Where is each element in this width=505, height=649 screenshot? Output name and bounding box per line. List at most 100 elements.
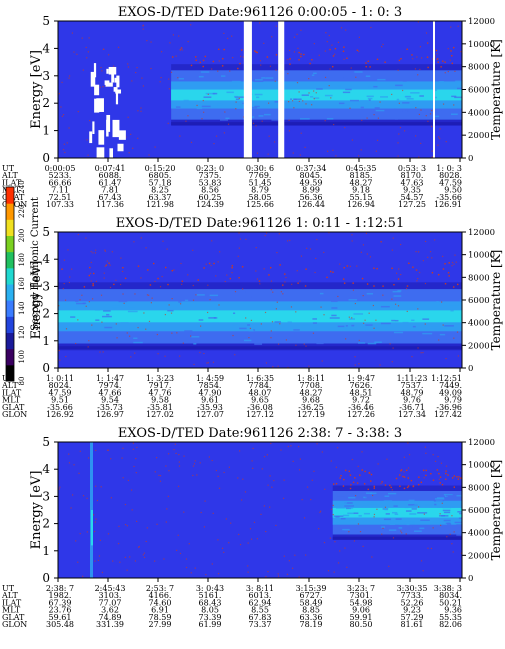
band-texture bbox=[129, 328, 135, 330]
noise-speckle bbox=[127, 479, 129, 482]
noise-speckle bbox=[85, 46, 87, 49]
band-texture bbox=[327, 337, 332, 340]
table-cell: 1: 8:11 bbox=[297, 374, 325, 383]
noise-speckle bbox=[267, 570, 269, 573]
noise-speckle bbox=[329, 68, 331, 70]
noise-speckle bbox=[313, 43, 315, 45]
band-texture bbox=[344, 505, 354, 507]
table-cell: 0:37:34 bbox=[296, 164, 327, 173]
table-cell: 1: 6:35 bbox=[246, 374, 274, 383]
noise-speckle bbox=[420, 142, 422, 145]
band-texture bbox=[434, 327, 445, 330]
noise-speckle bbox=[306, 247, 308, 249]
noise-speckle bbox=[323, 314, 325, 316]
noise-speckle bbox=[324, 50, 326, 52]
noise-speckle-upper bbox=[221, 65, 224, 67]
noise-speckle-upper bbox=[390, 486, 392, 489]
band-texture bbox=[436, 301, 439, 303]
band-texture bbox=[365, 73, 372, 76]
noise-speckle bbox=[408, 454, 411, 456]
noise-speckle bbox=[92, 514, 95, 516]
noise-speckle-upper bbox=[427, 66, 429, 69]
band-texture bbox=[374, 341, 382, 343]
noise-speckle bbox=[77, 233, 79, 236]
noise-speckle bbox=[261, 468, 263, 470]
noise-speckle bbox=[78, 472, 80, 474]
band-texture bbox=[411, 522, 415, 525]
band-texture bbox=[104, 326, 113, 329]
band-texture bbox=[367, 342, 377, 345]
table-row-label: MLT bbox=[2, 396, 21, 405]
band-texture bbox=[337, 495, 347, 497]
noise-speckle bbox=[162, 240, 164, 242]
y-axis-label: Energy [eV] bbox=[29, 261, 44, 340]
noise-speckle bbox=[331, 44, 333, 46]
band-texture bbox=[393, 505, 398, 507]
noise-speckle bbox=[358, 36, 360, 38]
table-cell: 3:38: 3 bbox=[434, 584, 462, 593]
band-texture bbox=[344, 502, 348, 504]
noise-speckle bbox=[405, 287, 408, 290]
noise-speckle bbox=[296, 33, 298, 35]
band-texture bbox=[383, 518, 392, 521]
noise-speckle-upper bbox=[197, 279, 199, 281]
noise-speckle bbox=[200, 511, 202, 514]
noise-speckle bbox=[81, 294, 83, 296]
band-texture bbox=[354, 491, 361, 494]
noise-speckle bbox=[324, 76, 327, 79]
band-texture bbox=[409, 513, 417, 515]
noise-speckle bbox=[252, 447, 254, 450]
band-texture bbox=[253, 336, 260, 338]
band-texture bbox=[326, 77, 335, 80]
band-texture bbox=[441, 522, 444, 525]
noise-speckle bbox=[148, 154, 150, 156]
noise-speckle bbox=[119, 561, 121, 563]
noise-speckle-upper bbox=[373, 267, 375, 269]
noise-speckle bbox=[102, 48, 105, 50]
noise-speckle bbox=[355, 76, 357, 78]
noise-speckle bbox=[398, 133, 400, 135]
data-gap bbox=[278, 21, 285, 158]
noise-speckle-upper bbox=[382, 285, 384, 287]
band-texture bbox=[248, 329, 254, 332]
table-cell: 7917. bbox=[149, 381, 172, 390]
noise-speckle bbox=[430, 547, 433, 550]
chart-panel-2: EXOS-D/TED Date:961126 1: 0:11 - 1:12:51… bbox=[1, 216, 503, 419]
noise-speckle bbox=[424, 323, 426, 325]
noise-speckle bbox=[99, 351, 101, 353]
noise-speckle bbox=[373, 513, 376, 516]
noise-speckle bbox=[203, 111, 205, 113]
band-texture bbox=[349, 318, 355, 320]
noise-speckle-upper bbox=[415, 269, 418, 271]
noise-speckle bbox=[213, 143, 215, 145]
noise-speckle bbox=[423, 513, 425, 515]
table-cell: 55.35 bbox=[439, 613, 462, 622]
noise-speckle bbox=[255, 247, 257, 249]
band-texture bbox=[294, 98, 297, 101]
band-texture bbox=[426, 297, 433, 300]
noise-speckle bbox=[427, 256, 429, 258]
noise-speckle bbox=[73, 51, 75, 53]
noise-speckle-upper bbox=[124, 277, 127, 280]
table-cell: 7974. bbox=[99, 381, 122, 390]
noise-speckle-upper bbox=[445, 470, 447, 472]
noise-speckle bbox=[140, 107, 142, 109]
noise-speckle-upper bbox=[305, 268, 307, 270]
noise-speckle bbox=[358, 155, 360, 157]
band-texture bbox=[236, 107, 244, 109]
noise-speckle bbox=[433, 239, 436, 241]
y2-tick-label: 0 bbox=[468, 154, 473, 164]
noise-speckle bbox=[68, 453, 70, 455]
noise-speckle bbox=[211, 563, 213, 565]
noise-speckle bbox=[391, 489, 393, 491]
noise-speckle-upper bbox=[298, 51, 300, 54]
noise-speckle bbox=[293, 107, 295, 109]
band-texture bbox=[366, 95, 374, 98]
noise-speckle bbox=[312, 332, 315, 334]
noise-speckle bbox=[260, 64, 262, 66]
table-cell: 66.66 bbox=[49, 178, 72, 187]
noise-speckle-upper bbox=[451, 55, 453, 57]
band-texture bbox=[94, 309, 101, 311]
noise-speckle-upper bbox=[92, 283, 94, 285]
band-texture bbox=[405, 110, 408, 112]
